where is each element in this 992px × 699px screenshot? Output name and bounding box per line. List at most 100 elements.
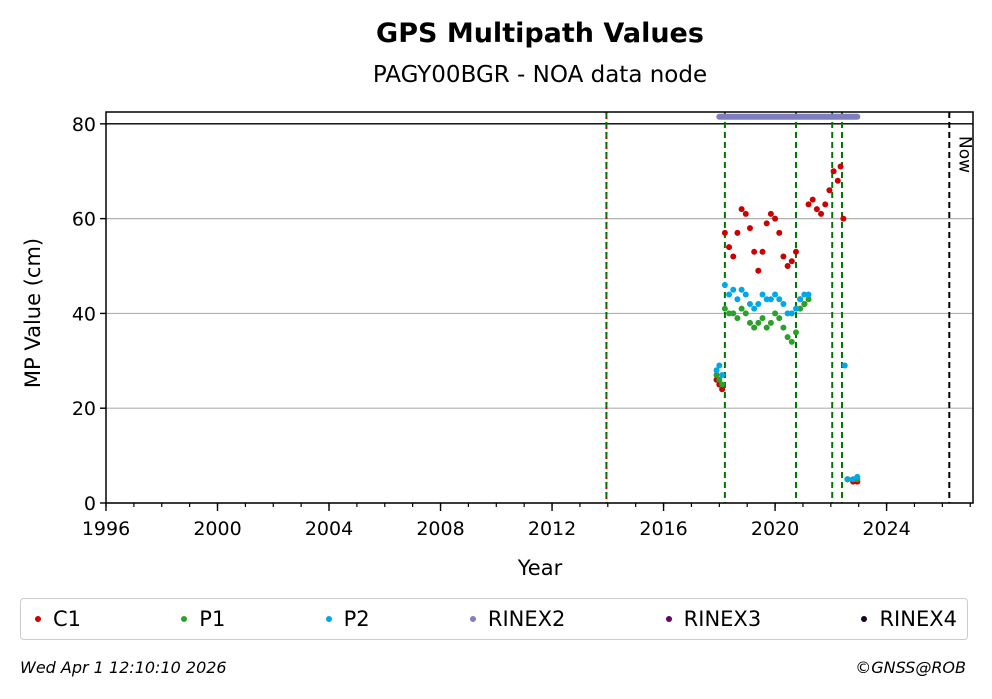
series-p2-point bbox=[844, 476, 851, 483]
series-c1-point bbox=[805, 201, 812, 208]
series-p1-point bbox=[767, 319, 774, 326]
series-p1-point bbox=[713, 372, 720, 379]
series-p2-point bbox=[746, 300, 753, 307]
chart-subtitle: PAGY00BGR - NOA data node bbox=[373, 62, 707, 88]
legend-item-c1: C1 bbox=[35, 607, 81, 631]
legend-marker-rinex3 bbox=[665, 616, 672, 622]
series-c1-point bbox=[792, 248, 799, 255]
legend-label-rinex2: RINEX2 bbox=[487, 607, 566, 631]
series-c1-point bbox=[830, 168, 837, 175]
series-p1-point bbox=[742, 310, 749, 317]
legend-item-rinex2: RINEX2 bbox=[469, 607, 566, 631]
series-p2-point bbox=[738, 286, 745, 293]
series-p1-point bbox=[792, 329, 799, 336]
series-p1-point bbox=[763, 324, 770, 331]
series-c1-point bbox=[755, 267, 762, 274]
legend-label-rinex4: RINEX4 bbox=[879, 607, 957, 631]
series-c1-point bbox=[826, 187, 833, 194]
plot-frame bbox=[105, 111, 974, 504]
generated-timestamp: Wed Apr 1 12:10:10 2026 bbox=[20, 658, 227, 677]
series-c1-point bbox=[784, 263, 791, 270]
series-c1-point bbox=[818, 210, 825, 217]
y-tick-label: 80 bbox=[72, 114, 96, 136]
series-p1-point bbox=[746, 319, 753, 326]
series-p2-point bbox=[755, 300, 762, 307]
legend-item-rinex4: RINEX4 bbox=[861, 607, 957, 631]
series-c1-point bbox=[772, 215, 779, 222]
legend-item-p1: P1 bbox=[181, 607, 225, 631]
series-c1-point bbox=[738, 206, 745, 213]
series-p2-point bbox=[759, 291, 766, 298]
series-p1-point bbox=[784, 334, 791, 341]
series-c1-point bbox=[780, 253, 787, 260]
series-p1-point bbox=[719, 381, 726, 388]
x-tick-label: 2004 bbox=[305, 518, 353, 540]
y-tick-label: 0 bbox=[84, 493, 96, 515]
series-p2-point bbox=[792, 305, 799, 312]
legend-marker-c1 bbox=[35, 616, 41, 622]
series-p2-point bbox=[801, 291, 808, 298]
series-c1-point bbox=[734, 229, 741, 236]
legend-label-p2: P2 bbox=[343, 607, 370, 631]
legend-label-p1: P1 bbox=[199, 607, 226, 631]
series-c1-point bbox=[719, 386, 726, 393]
series-p1-point bbox=[759, 315, 766, 322]
legend-marker-rinex4 bbox=[861, 616, 868, 622]
x-tick-label: 2020 bbox=[751, 518, 799, 540]
x-tick-label: 2016 bbox=[639, 518, 687, 540]
series-p2-point bbox=[772, 291, 779, 298]
chart-title: GPS Multipath Values bbox=[376, 18, 704, 49]
series-p2-point bbox=[767, 296, 774, 303]
series-p2-point bbox=[716, 362, 723, 369]
series-p1-point bbox=[726, 310, 733, 317]
series-p2-point bbox=[805, 291, 812, 298]
y-tick-label: 60 bbox=[72, 209, 96, 231]
series-c1-point bbox=[809, 196, 816, 203]
x-tick-label: 2024 bbox=[862, 518, 910, 540]
y-tick-label: 40 bbox=[72, 303, 96, 325]
series-p1-point bbox=[721, 305, 728, 312]
y-tick-label: 20 bbox=[72, 398, 96, 420]
series-c1-point bbox=[840, 215, 847, 222]
series-c1-point bbox=[776, 229, 783, 236]
series-c1-point bbox=[726, 244, 733, 251]
series-c1-point bbox=[730, 253, 737, 260]
legend-label-rinex3: RINEX3 bbox=[683, 607, 762, 631]
series-p2-point bbox=[742, 291, 749, 298]
series-p2-point bbox=[776, 296, 783, 303]
x-tick-label: 1996 bbox=[82, 518, 130, 540]
series-p2-point bbox=[797, 296, 804, 303]
y-axis-label: MP Value (cm) bbox=[21, 238, 45, 388]
series-c1-point bbox=[742, 210, 749, 217]
series-p1-point bbox=[716, 376, 723, 383]
series-p1-point bbox=[734, 315, 741, 322]
series-p1-point bbox=[776, 315, 783, 322]
series-p1-point bbox=[801, 300, 808, 307]
series-p2-point bbox=[721, 281, 728, 288]
x-axis-label: Year bbox=[517, 556, 563, 580]
series-p2-point bbox=[713, 367, 720, 374]
series-p1-point bbox=[805, 296, 812, 303]
series-p1-point bbox=[772, 310, 779, 317]
legend-marker-p2 bbox=[325, 616, 332, 622]
series-p1-point bbox=[797, 305, 804, 312]
series-c1-point bbox=[813, 206, 820, 213]
series-c1-point bbox=[788, 258, 795, 265]
series-p1-point bbox=[751, 324, 758, 331]
series-p2-point bbox=[854, 473, 861, 480]
legend-marker-p1 bbox=[181, 616, 188, 622]
series-p1-point bbox=[738, 305, 745, 312]
chart-legend: C1 P1 P2 RINEX2 RINEX3 RINEX4 bbox=[20, 598, 968, 640]
series-p2-point bbox=[719, 372, 726, 379]
series-p2-point bbox=[726, 291, 733, 298]
series-c1-point bbox=[822, 201, 829, 208]
series-c1-point bbox=[834, 177, 841, 184]
series-c1-point bbox=[767, 210, 774, 217]
legend-marker-rinex2 bbox=[469, 616, 476, 622]
series-p1-point bbox=[780, 324, 787, 331]
x-tick-label: 2000 bbox=[193, 518, 241, 540]
x-tick-label: 2012 bbox=[528, 518, 576, 540]
series-p2-point bbox=[730, 286, 737, 293]
legend-item-p2: P2 bbox=[325, 607, 370, 631]
x-tick-label: 2008 bbox=[416, 518, 464, 540]
